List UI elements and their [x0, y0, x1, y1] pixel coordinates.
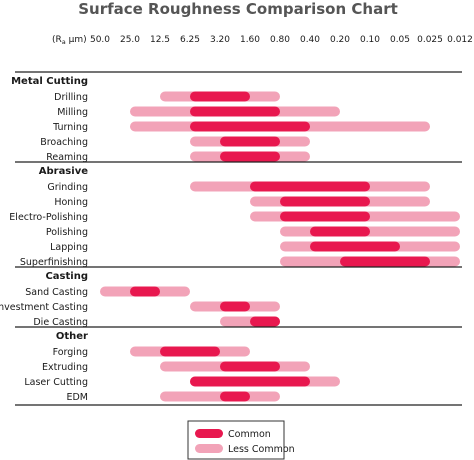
common-range-bar	[190, 376, 310, 387]
axis-tick-label: 0.05	[390, 35, 410, 45]
process-label: Broaching	[40, 137, 88, 148]
group-label: Abrasive	[39, 166, 88, 177]
process-label: Drilling	[54, 92, 88, 103]
axis-prefix-open: (R	[52, 35, 62, 45]
process-label: Honing	[54, 197, 88, 208]
axis-tick-label: 25.0	[120, 35, 140, 45]
axis-unit-label: (Ra µm)	[52, 35, 87, 46]
process-label: Milling	[57, 107, 88, 118]
common-range-bar	[280, 211, 370, 222]
legend-swatch-common	[195, 429, 223, 438]
axis-tick-label: 6.25	[180, 35, 200, 45]
common-range-bar	[190, 106, 280, 117]
common-range-bar	[160, 346, 220, 357]
axis-tick-label: 0.10	[360, 35, 380, 45]
axis-tick-label: 50.0	[90, 35, 110, 45]
process-label: Polishing	[46, 227, 88, 238]
legend: Common Less Common	[187, 420, 295, 460]
process-label: Investment Casting	[0, 302, 88, 313]
process-label: Extruding	[42, 362, 88, 373]
group-label: Metal Cutting	[11, 76, 88, 87]
common-range-bar	[250, 316, 280, 327]
axis-tick-label: 0.80	[270, 35, 290, 45]
process-label: Electro-Polishing	[9, 212, 88, 223]
axis-prefix-unit: µm)	[66, 35, 87, 45]
legend-swatch-less-common	[195, 444, 223, 453]
axis-tick-label: 1.60	[240, 35, 260, 45]
axis-tick-label: 0.40	[300, 35, 320, 45]
legend-label-less-common: Less Common	[228, 444, 295, 455]
process-label: Laser Cutting	[24, 377, 88, 388]
common-range-bar	[220, 136, 280, 147]
common-range-bar	[220, 361, 280, 372]
axis-tick-label: 0.20	[330, 35, 350, 45]
process-label: Superfinishing	[20, 257, 88, 268]
process-label: EDM	[66, 392, 88, 403]
common-range-bar	[190, 91, 250, 102]
common-range-bar	[130, 286, 160, 297]
chart-title: Surface Roughness Comparison Chart	[78, 0, 398, 18]
chart-rows: Metal Cutting Drilling Milling Turning Broac…	[0, 71, 462, 406]
common-range-bar	[250, 181, 370, 192]
process-label: Lapping	[50, 242, 88, 253]
axis-tick-label: 0.025	[417, 35, 443, 45]
common-range-bar	[220, 391, 250, 402]
process-label: Die Casting	[33, 317, 88, 328]
axis-tick-label: 0.012	[447, 35, 473, 45]
process-label: Sand Casting	[25, 287, 88, 298]
axis-tick-label: 3.20	[210, 35, 230, 45]
process-label: Reaming	[46, 152, 88, 163]
process-label: Turning	[52, 122, 88, 133]
common-range-bar	[220, 301, 250, 312]
group-label: Casting	[45, 271, 88, 282]
common-range-bar	[280, 196, 370, 207]
process-label: Grinding	[47, 182, 88, 193]
axis-tick-labels: 50.0 25.0 12.5 6.25 3.20 1.60 0.80 0.40 0.20 0.10…	[90, 35, 473, 45]
common-range-bar	[340, 256, 430, 267]
common-range-bar	[220, 151, 280, 162]
legend-label-common: Common	[228, 429, 271, 440]
group-label: Other	[56, 331, 88, 342]
common-range-bar	[310, 241, 400, 252]
common-range-bar	[190, 121, 310, 132]
process-label: Forging	[53, 347, 88, 358]
common-range-bar	[310, 226, 370, 237]
axis-tick-label: 12.5	[150, 35, 170, 45]
axis-prefix-subscript: a	[62, 38, 66, 46]
